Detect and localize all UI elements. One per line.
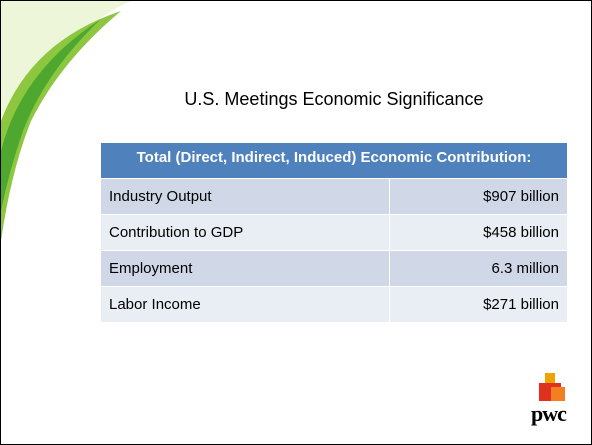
swoosh-light — [1, 1, 131, 231]
swoosh-dark — [1, 19, 101, 211]
logo-block — [551, 387, 565, 401]
slide-title: U.S. Meetings Economic Significance — [184, 89, 484, 109]
logo-mark — [539, 373, 565, 401]
label-cell: Employment — [101, 250, 390, 287]
data-table: Total (Direct, Indirect, Induced) Econom… — [101, 143, 567, 322]
label-cell: Labor Income — [101, 286, 390, 322]
table-row: Labor Income $271 billion — [101, 286, 567, 322]
label-cell: Contribution to GDP — [101, 214, 390, 251]
decoration — [1, 1, 131, 241]
table-row: Employment 6.3 million — [101, 250, 567, 287]
value-cell: $271 billion — [389, 286, 567, 322]
logo: pwc — [531, 401, 567, 426]
table-header-text: Total (Direct, Indirect, Induced) Econom… — [136, 149, 532, 166]
table-row: Contribution to GDP $458 billion — [101, 214, 567, 251]
value-cell: $458 billion — [389, 214, 567, 251]
label-cell: Industry Output — [101, 178, 390, 215]
value-cell: 6.3 million — [389, 250, 567, 287]
value-cell: $907 billion — [389, 178, 567, 215]
table-header: Total (Direct, Indirect, Induced) Econom… — [101, 143, 567, 179]
logo-block — [545, 373, 555, 385]
table-row: Industry Output $907 billion — [101, 178, 567, 215]
